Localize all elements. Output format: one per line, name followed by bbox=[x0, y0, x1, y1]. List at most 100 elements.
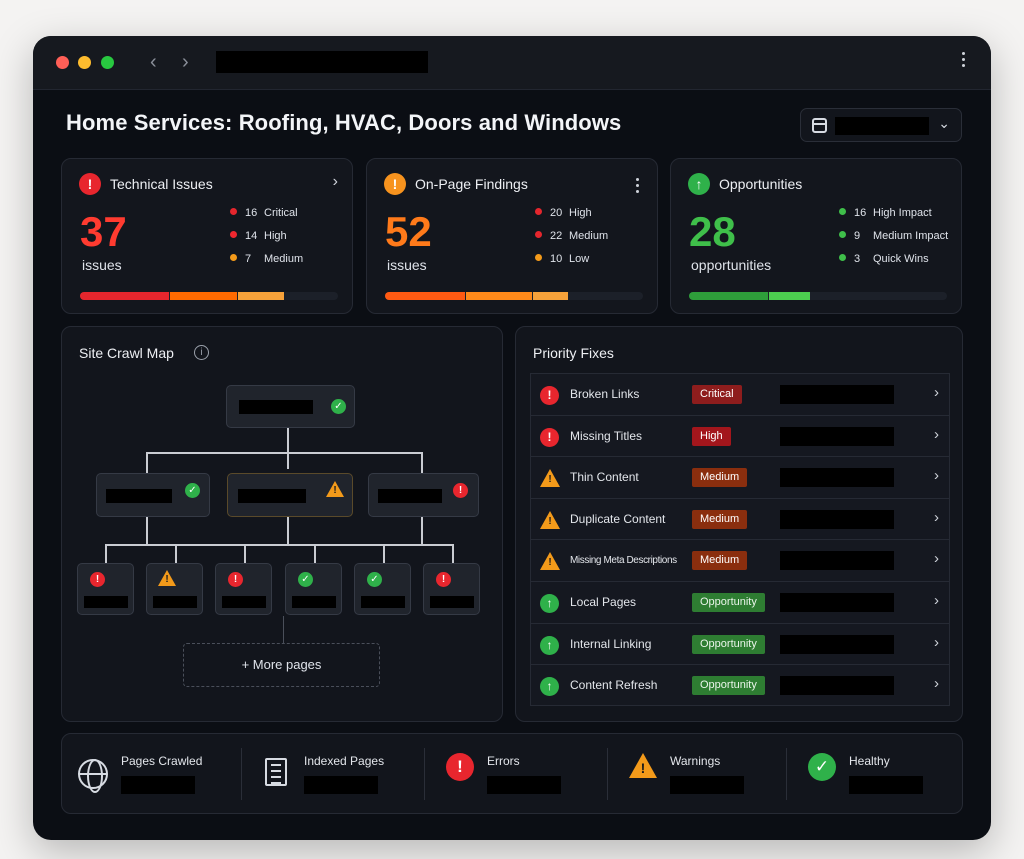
leaf-page-node[interactable]: ! bbox=[215, 563, 272, 615]
severity-count: 20 bbox=[550, 207, 563, 219]
stat-errors[interactable]: ! Errors bbox=[424, 734, 610, 815]
technical-issues-card[interactable]: ! Technical Issues › 37 issues 16 Critica… bbox=[61, 158, 353, 314]
impact-count: 3 bbox=[854, 253, 861, 265]
fix-row-missing-titles[interactable]: ! Missing Titles High › bbox=[530, 414, 950, 457]
chevron-right-icon[interactable]: › bbox=[934, 508, 939, 526]
opportunity-count: 28 bbox=[689, 208, 736, 255]
chevron-right-icon[interactable]: › bbox=[934, 425, 939, 443]
root-page-node[interactable]: ✓ bbox=[226, 385, 355, 428]
error-icon: ! bbox=[90, 572, 105, 587]
tree-connector bbox=[244, 544, 246, 564]
critical-segment bbox=[80, 292, 169, 300]
fix-row-content-refresh[interactable]: ↑ Content Refresh Opportunity › bbox=[530, 664, 950, 706]
card-title: Opportunities bbox=[719, 176, 803, 192]
minimize-window-button[interactable] bbox=[78, 56, 91, 69]
fix-row-thin-content[interactable]: ! Thin Content Medium › bbox=[530, 456, 950, 498]
close-window-button[interactable] bbox=[56, 56, 69, 69]
stat-value bbox=[487, 776, 561, 794]
leaf-page-node[interactable]: ✓ bbox=[285, 563, 342, 615]
fix-row-local-pages[interactable]: ↑ Local Pages Opportunity › bbox=[530, 580, 950, 623]
panel-title: Site Crawl Map bbox=[79, 345, 174, 361]
arrow-up-icon: ↑ bbox=[540, 635, 559, 655]
severity-breakdown: 20 High 22 Medium 10 Low bbox=[535, 207, 608, 276]
check-icon: ✓ bbox=[298, 572, 313, 587]
browser-menu-icon[interactable] bbox=[961, 52, 965, 72]
tree-connector bbox=[452, 544, 454, 564]
stat-label: Pages Crawled bbox=[121, 754, 203, 768]
leaf-page-node[interactable]: ! bbox=[146, 563, 203, 615]
address-bar[interactable] bbox=[216, 51, 428, 73]
severity-progress-bar bbox=[80, 292, 338, 300]
section-page-node[interactable]: ! bbox=[368, 473, 479, 517]
fix-icon-slot: ! bbox=[540, 386, 559, 405]
severity-badge: Medium bbox=[692, 509, 748, 529]
chevron-right-icon[interactable]: › bbox=[934, 550, 939, 568]
tree-connector bbox=[283, 616, 284, 644]
fix-row-duplicate-content[interactable]: ! Duplicate Content Medium › bbox=[530, 497, 950, 540]
date-range-picker[interactable]: ⌄ bbox=[800, 108, 962, 142]
maximize-window-button[interactable] bbox=[101, 56, 114, 69]
fix-row-broken-links[interactable]: ! Broken Links Critical › bbox=[530, 373, 950, 415]
fix-label: Duplicate Content bbox=[570, 511, 666, 526]
chevron-right-icon[interactable]: › bbox=[934, 591, 939, 609]
severity-dot-icon bbox=[535, 208, 542, 215]
fix-row-missing-meta-descriptions[interactable]: ! Missing Meta Descriptions Medium › bbox=[530, 539, 950, 581]
stat-pages-crawled[interactable]: Pages Crawled bbox=[62, 734, 244, 815]
more-options-icon[interactable] bbox=[635, 178, 639, 196]
error-icon: ! bbox=[436, 572, 451, 587]
severity-dot-icon bbox=[535, 231, 542, 238]
error-icon: ! bbox=[79, 173, 101, 195]
forward-arrow-icon[interactable]: › bbox=[182, 51, 189, 73]
section-page-node[interactable]: ! bbox=[227, 473, 353, 517]
count-unit: opportunities bbox=[691, 257, 772, 273]
leaf-page-node[interactable]: ! bbox=[77, 563, 134, 615]
chevron-right-icon[interactable]: › bbox=[934, 467, 939, 485]
chevron-right-icon[interactable]: › bbox=[332, 173, 338, 190]
severity-row: 10 Low bbox=[535, 253, 608, 276]
site-crawl-map-panel: Site Crawl Map i ✓ ✓ ! bbox=[61, 326, 503, 722]
chevron-right-icon[interactable]: › bbox=[934, 633, 939, 651]
priority-fixes-list: ! Broken Links Critical › ! Missing Titl… bbox=[530, 373, 950, 706]
severity-dot-icon bbox=[230, 254, 237, 261]
info-icon[interactable]: i bbox=[194, 345, 209, 360]
fix-detail bbox=[780, 634, 894, 654]
finding-count: 52 bbox=[385, 208, 432, 255]
fix-row-internal-linking[interactable]: ↑ Internal Linking Opportunity › bbox=[530, 622, 950, 665]
fix-detail bbox=[780, 426, 894, 446]
panel-title: Priority Fixes bbox=[533, 345, 614, 361]
stat-value bbox=[670, 776, 744, 794]
issue-count: 37 bbox=[80, 208, 127, 255]
severity-dot-icon bbox=[535, 254, 542, 261]
node-label bbox=[106, 489, 172, 503]
opportunity-badge: Opportunity bbox=[692, 634, 765, 654]
node-label bbox=[222, 596, 266, 608]
severity-dot-icon bbox=[230, 231, 237, 238]
tree-connector bbox=[421, 452, 423, 474]
impact-dot-icon bbox=[839, 254, 846, 261]
severity-count: 22 bbox=[550, 230, 563, 242]
page-title: Home Services: Roofing, HVAC, Doors and … bbox=[66, 110, 622, 135]
node-label bbox=[84, 596, 128, 608]
more-pages-button[interactable]: + More pages bbox=[183, 643, 380, 687]
back-arrow-icon[interactable]: ‹ bbox=[150, 51, 157, 73]
stat-warnings[interactable]: ! Warnings bbox=[607, 734, 793, 815]
fix-icon-slot: ! bbox=[540, 469, 560, 488]
warning-icon: ! bbox=[540, 469, 560, 488]
opportunities-card[interactable]: ↑ Opportunities 28 opportunities 16 High … bbox=[670, 158, 962, 314]
fix-label: Missing Meta Descriptions bbox=[570, 555, 677, 567]
warning-circle-icon: ! bbox=[384, 173, 406, 195]
severity-label: Medium bbox=[264, 253, 304, 265]
stat-healthy[interactable]: ✓ Healthy bbox=[786, 734, 972, 815]
chevron-right-icon[interactable]: › bbox=[934, 384, 939, 401]
leaf-page-node[interactable]: ! bbox=[423, 563, 480, 615]
section-page-node[interactable]: ✓ bbox=[96, 473, 210, 517]
on-page-findings-card[interactable]: ! On-Page Findings 52 issues 20 High 22 Me… bbox=[366, 158, 658, 314]
impact-dot-icon bbox=[839, 208, 846, 215]
tree-connector bbox=[105, 544, 107, 564]
arrow-up-icon: ↑ bbox=[540, 593, 559, 613]
chevron-right-icon[interactable]: › bbox=[934, 675, 939, 693]
stat-indexed-pages[interactable]: Indexed Pages bbox=[241, 734, 427, 815]
fix-label: Local Pages bbox=[570, 594, 637, 609]
leaf-page-node[interactable]: ✓ bbox=[354, 563, 411, 615]
error-icon: ! bbox=[540, 386, 559, 405]
